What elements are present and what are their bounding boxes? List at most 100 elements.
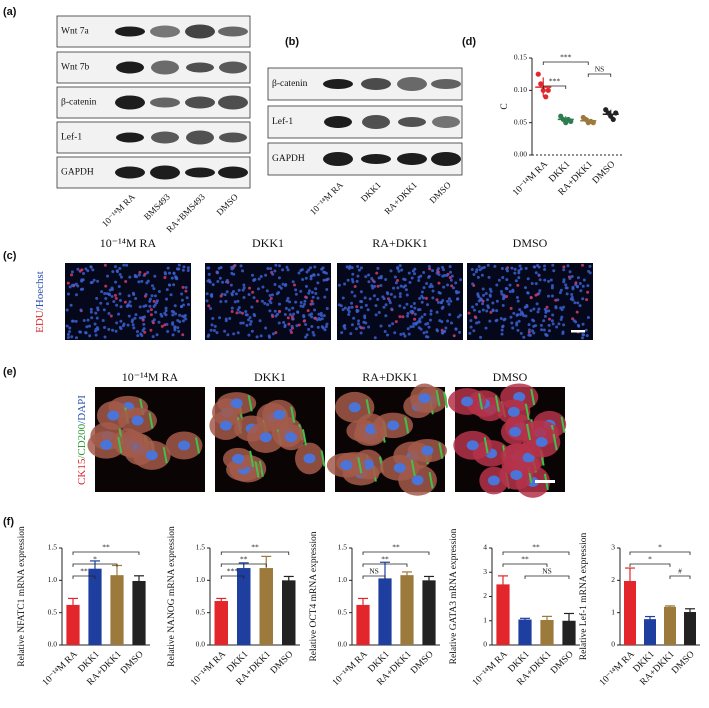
scale-bar (571, 330, 585, 333)
nucleus (495, 309, 499, 313)
nucleus (236, 331, 240, 335)
nucleus (207, 266, 211, 270)
nucleus (89, 310, 93, 314)
nucleus (356, 309, 360, 313)
nucleus (398, 295, 402, 299)
nucleus (374, 313, 378, 317)
nucleus (304, 284, 308, 288)
nucleus (468, 331, 472, 335)
y-tick-label: 0.5 (338, 607, 348, 616)
nucleus (364, 303, 368, 307)
data-point (543, 94, 549, 100)
nucleus (230, 271, 234, 275)
nucleus (181, 285, 185, 289)
membrane (290, 406, 296, 423)
membrane (438, 442, 444, 459)
y-tick-label: 0 (611, 640, 615, 649)
nucleus (352, 316, 356, 320)
nucleus (559, 317, 563, 321)
nucleus (345, 265, 349, 269)
nucleus (278, 302, 282, 306)
nucleus (244, 310, 248, 314)
membrane (435, 389, 441, 407)
nucleus (236, 308, 240, 312)
nucleus (413, 306, 417, 310)
nucleus (152, 318, 156, 322)
nucleus (260, 299, 264, 303)
nucleus (310, 299, 314, 303)
nucleus (513, 271, 517, 275)
nucleus (138, 305, 142, 309)
nucleus (418, 296, 422, 300)
nucleus (587, 269, 591, 273)
nucleus (528, 333, 532, 337)
significance-label: ** (102, 543, 110, 552)
nucleus (86, 318, 90, 322)
nucleus (252, 296, 256, 300)
nucleus (310, 315, 314, 319)
nucleus (215, 270, 219, 274)
nucleus (312, 273, 316, 277)
nucleus (509, 306, 513, 310)
nucleus (446, 319, 450, 323)
nucleus (542, 319, 546, 323)
nucleus (471, 282, 475, 286)
nucleus (436, 270, 440, 274)
nucleus (397, 269, 401, 273)
nucleus (248, 322, 252, 326)
nucleus (435, 310, 439, 314)
nucleus (107, 410, 120, 421)
nucleus (470, 267, 474, 271)
nucleus (454, 281, 458, 285)
nucleus (547, 279, 551, 283)
lane-label: RA+DKK1 (382, 180, 418, 216)
nucleus (393, 462, 406, 473)
nucleus (250, 305, 254, 309)
nucleus (531, 318, 535, 322)
bar (540, 620, 554, 645)
nucleus (532, 331, 536, 335)
nucleus (293, 283, 297, 287)
nucleus (126, 303, 130, 307)
nucleus (499, 289, 503, 293)
band (116, 61, 144, 74)
nucleus (517, 319, 521, 323)
nucleus (524, 286, 528, 290)
nucleus (501, 304, 505, 308)
nucleus (286, 268, 290, 272)
nucleus (545, 305, 549, 309)
nucleus (107, 312, 111, 316)
nucleus (505, 295, 509, 299)
significance-bracket (542, 85, 567, 89)
nucleus (121, 324, 125, 328)
nucleus (164, 306, 168, 310)
y-tick-label: 1.5 (196, 543, 206, 552)
nucleus (368, 297, 372, 301)
band (218, 166, 248, 179)
nucleus (407, 332, 411, 336)
nucleus (184, 289, 188, 293)
nucleus (386, 292, 390, 296)
nucleus (103, 263, 107, 267)
nucleus (343, 324, 347, 328)
nucleus (450, 321, 454, 325)
nucleus (166, 330, 170, 334)
nucleus (257, 277, 261, 281)
nucleus (390, 307, 394, 311)
nucleus (247, 333, 251, 337)
nucleus (252, 312, 256, 316)
nucleus (140, 333, 144, 337)
nucleus (402, 285, 406, 289)
nucleus (284, 306, 288, 310)
membrane (443, 391, 449, 408)
panel-label: (e) (3, 366, 17, 378)
nucleus (565, 292, 569, 296)
nucleus (578, 304, 582, 308)
nucleus (405, 293, 409, 297)
row-label: β-catenin (272, 79, 308, 89)
nucleus (448, 313, 452, 317)
bar (214, 601, 228, 645)
nucleus (537, 273, 541, 277)
nucleus (186, 303, 190, 307)
nucleus (210, 323, 214, 327)
